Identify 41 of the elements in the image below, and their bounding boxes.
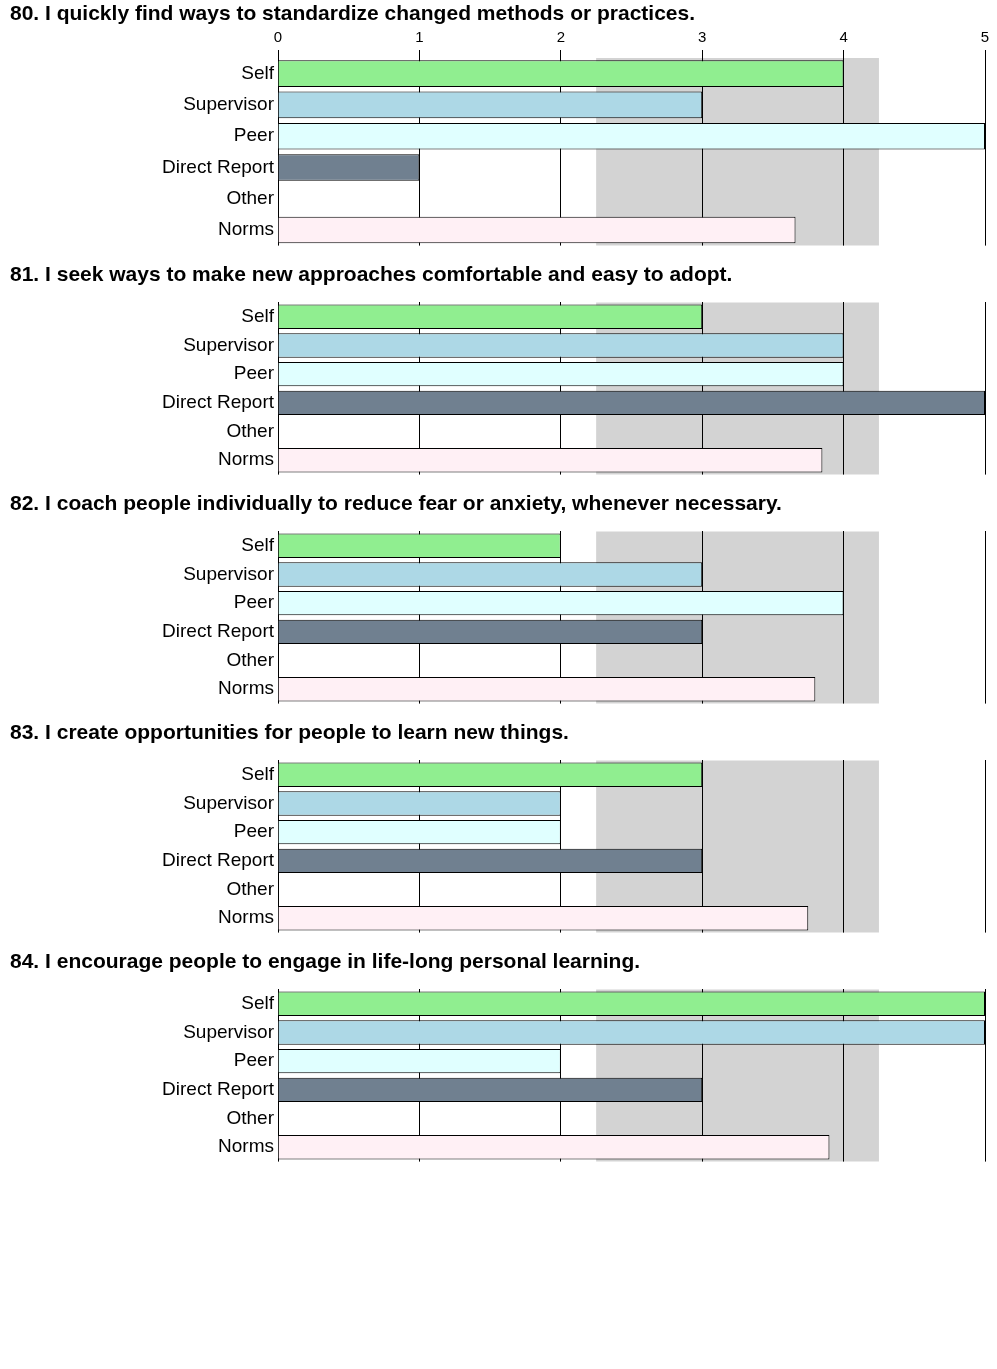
y-tick-label: Direct Report (162, 620, 275, 642)
y-tick-label: Other (226, 419, 275, 441)
y-tick-label: Peer (233, 362, 275, 384)
y-tick-label: Peer (233, 124, 275, 146)
y-tick-label: Peer (233, 591, 275, 613)
y-tick-label: Peer (233, 1049, 275, 1071)
x-tick-label: 1 (415, 28, 424, 46)
y-tick-label: Peer (233, 820, 275, 842)
y-tick-label: Norms (218, 448, 274, 470)
y-tick-label: Supervisor (183, 562, 275, 584)
y-tick-label: Norms (218, 906, 274, 928)
y-tick-label: Self (241, 61, 275, 83)
chart-title: 82. I coach people individually to reduce fear or anxiety, whenever necessary. (9, 490, 783, 516)
y-tick-label: Direct Report (162, 391, 275, 413)
y-tick-label: Self (241, 762, 275, 784)
y-tick-label: Self (241, 304, 275, 326)
y-tick-label: Direct Report (162, 1078, 275, 1100)
x-tick-label: 2 (556, 28, 565, 46)
x-tick-label: 5 (980, 28, 990, 46)
y-tick-label: Norms (218, 1135, 274, 1157)
chart-title: 84. I encourage people to engage in life-long personal learning. (9, 948, 642, 974)
y-tick-label: Self (241, 533, 275, 555)
y-tick-label: Other (226, 648, 275, 670)
x-tick-label: 3 (698, 28, 707, 46)
y-tick-label: Other (226, 877, 275, 899)
x-tick-label: 0 (273, 28, 283, 46)
chart-title: 80. I quickly find ways to standardize changed methods or practices. (9, 0, 697, 26)
y-tick-label: Supervisor (183, 93, 275, 115)
chart-title: 81. I seek ways to make new approaches comfortable and easy to adopt. (9, 261, 734, 287)
y-tick-label: Direct Report (162, 155, 275, 177)
y-tick-label: Norms (218, 677, 274, 699)
y-tick-label: Supervisor (183, 1020, 275, 1042)
y-tick-label: Norms (218, 218, 274, 240)
y-tick-label: Supervisor (183, 333, 275, 355)
y-tick-label: Self (241, 991, 275, 1013)
y-tick-label: Supervisor (183, 791, 275, 813)
y-tick-label: Other (226, 186, 275, 208)
chart-title: 83. I create opportunities for people to learn new things. (9, 719, 570, 745)
y-tick-label: Other (226, 1106, 275, 1128)
y-tick-label: Direct Report (162, 849, 275, 871)
x-tick-label: 4 (839, 28, 848, 46)
